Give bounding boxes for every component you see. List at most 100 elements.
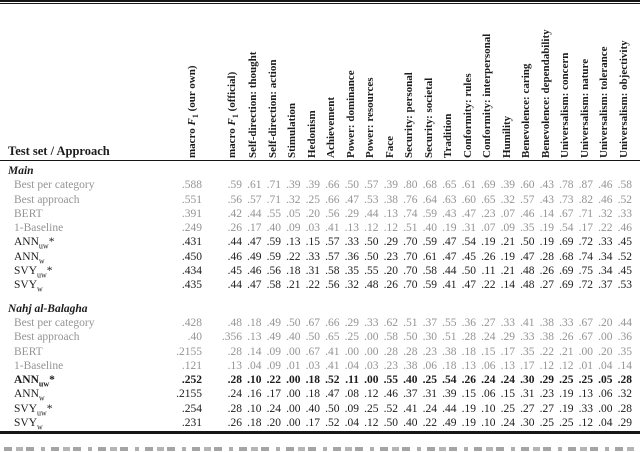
row-label: Best per category <box>8 178 150 192</box>
cell: .67 <box>305 316 320 329</box>
cell: .46 <box>383 388 398 401</box>
cell: .70 <box>403 250 418 263</box>
label-part: Achievement <box>325 96 337 158</box>
label-part: * <box>48 236 55 249</box>
cell: .04 <box>247 359 262 372</box>
cell: .14 <box>539 207 554 220</box>
column-header-universalism-nature: Universalism: nature <box>574 4 594 160</box>
column-header-macro-f1-official: macro F1 (official) <box>202 4 242 160</box>
cell: .18 <box>286 265 301 278</box>
cell: .31 <box>520 388 535 401</box>
cell: .29 <box>383 236 398 249</box>
table-row-1-baseline: 1-Baseline .121 .13 .04 .09 .01 .03 .41 .04 .03 .2… <box>8 359 640 373</box>
cell: .00 <box>364 331 379 344</box>
label-part: Universalism: nature <box>578 58 591 158</box>
cell: .26 <box>559 331 574 344</box>
cell: .39 <box>500 179 515 192</box>
cell: .356 <box>221 331 242 344</box>
cell: .68 <box>422 179 437 192</box>
column-header-self-direction-action: Self-direction: action <box>262 4 282 160</box>
cell: .66 <box>325 179 340 192</box>
cell: .44 <box>227 279 242 292</box>
cell: .47 <box>461 279 476 292</box>
label-part: Self-direction: thought <box>247 51 259 158</box>
label-part: * <box>49 374 55 387</box>
cell: .70 <box>403 279 418 292</box>
cell: .12 <box>364 388 379 401</box>
row-label: 1-Baseline <box>8 221 150 235</box>
label-part: Self-direction: action <box>266 59 279 158</box>
cell: .24 <box>481 331 496 344</box>
table-row-best-approach: Best approach .551 .56 .57 .71 .32 .25 .66 .47 .5… <box>8 193 640 207</box>
cell: .34 <box>598 265 613 278</box>
cell: .12 <box>364 222 379 235</box>
cell: .13 <box>286 236 301 249</box>
label-part: ANN <box>14 250 39 263</box>
cell: .2155 <box>176 388 202 401</box>
table-row-svyuw: SVYuw* .254 .28 .10 .24 .00 .40 .50 .09 .25 .52 .41… <box>8 402 640 417</box>
label-part: (our own) <box>186 65 198 115</box>
cell: .09 <box>286 222 301 235</box>
cell: .70 <box>403 236 418 249</box>
cell: .37 <box>422 316 437 329</box>
cell: .57 <box>325 236 340 249</box>
cell: .52 <box>617 193 632 206</box>
label-part: BERT <box>14 207 43 220</box>
column-header-benevolence-caring: Benevolence: caring <box>515 4 535 160</box>
table-row-annw: ANNw .450 .46 .49 .59 .22 .33 .57 .36 .50 .23 .70 .6… <box>8 250 640 265</box>
cell: .00 <box>286 402 301 415</box>
table-row-annw: ANNw .2155 .24 .16 .17 .00 .18 .47 .08 .12 .46 .37.… <box>8 387 640 402</box>
cell: .28 <box>617 402 632 415</box>
cell: .45 <box>227 265 242 278</box>
cell: .27 <box>539 402 554 415</box>
cell: .61 <box>422 250 437 263</box>
label-part: 1 <box>231 114 241 119</box>
row-label: SVYw <box>8 278 150 293</box>
cell: .450 <box>181 250 202 263</box>
cell: .23 <box>383 359 398 372</box>
label-part: Security: societal <box>422 77 435 158</box>
label-part: Universalism: concern <box>559 52 571 158</box>
cell: .39 <box>383 179 398 192</box>
cell: .12 <box>364 417 379 430</box>
label-part: Conformity: interpersonal <box>481 33 493 158</box>
cell: .21 <box>559 345 574 358</box>
cell: .55 <box>364 265 379 278</box>
label-part: Best per category <box>14 179 95 192</box>
cell: .67 <box>305 345 320 358</box>
cell: .10 <box>247 374 262 387</box>
cell: .38 <box>442 345 457 358</box>
row-label: SVYuw* <box>8 264 150 279</box>
cell: .46 <box>227 250 242 263</box>
cell: .28 <box>227 345 242 358</box>
cell: .28 <box>227 402 242 415</box>
cell: .41 <box>325 222 340 235</box>
column-header-label: Universalism: tolerance <box>598 47 611 159</box>
cell: .49 <box>266 316 281 329</box>
cell: .67 <box>559 207 574 220</box>
column-header-hedonism: Hedonism <box>301 4 321 160</box>
cell: .47 <box>247 279 262 292</box>
row-label: 1-Baseline <box>8 359 150 373</box>
cell: .41 <box>520 316 535 329</box>
cell: .47 <box>325 388 340 401</box>
cell: .41 <box>442 279 457 292</box>
cell: .65 <box>481 193 496 206</box>
cell: .59 <box>422 207 437 220</box>
column-header-universalism-concern: Universalism: concern <box>554 4 574 160</box>
column-header-security-personal: Security: personal <box>398 4 418 160</box>
cell: .49 <box>266 331 281 344</box>
cell: .43 <box>442 207 457 220</box>
cell: .20 <box>598 345 613 358</box>
column-header-label: Face <box>384 136 397 158</box>
column-header-label: Achievement <box>325 97 338 158</box>
cell: .13 <box>247 331 262 344</box>
column-header-label: macro F1 (our own) <box>186 65 200 158</box>
cell: .04 <box>344 359 359 372</box>
cell: .72 <box>578 279 593 292</box>
cell: .25 <box>578 374 593 387</box>
row-label: BERT <box>8 345 150 359</box>
cell: .63 <box>442 193 457 206</box>
cell: .45 <box>617 265 632 278</box>
cell: .29 <box>539 374 554 387</box>
